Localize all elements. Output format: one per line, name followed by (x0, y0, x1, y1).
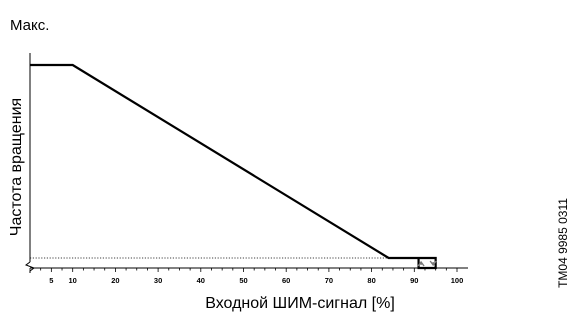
hysteresis-arrow-down-head (429, 260, 437, 267)
x-axis-title: Входной ШИМ-сигнал [%] (205, 295, 395, 312)
x-tick-label: 40 (197, 276, 205, 285)
x-tick-label: 100 (451, 276, 464, 285)
x-tick-label: 80 (367, 276, 375, 285)
x-tick-label: 20 (111, 276, 119, 285)
x-tick-label: 90 (410, 276, 418, 285)
x-tick-label: 60 (282, 276, 290, 285)
speed-curve-line (30, 63, 437, 270)
figure-id: TM04 9985 0311 (556, 198, 570, 288)
x-tick-label: 50 (239, 276, 247, 285)
x-tick-label: 10 (69, 276, 77, 285)
x-tick-label: 30 (154, 276, 162, 285)
max-label: Макс. (10, 17, 49, 34)
labels-group: 5 10 20 30 40 50 60 70 80 90 100 Макс. Частота враще… (8, 17, 570, 312)
axes-group (24, 53, 468, 273)
marks-group (30, 63, 437, 270)
x-tick-label: 5 (49, 276, 53, 285)
y-axis-title: Частота вращения (8, 98, 25, 236)
hysteresis-arrow-up-head (417, 260, 425, 267)
x-tick-label: 70 (325, 276, 333, 285)
